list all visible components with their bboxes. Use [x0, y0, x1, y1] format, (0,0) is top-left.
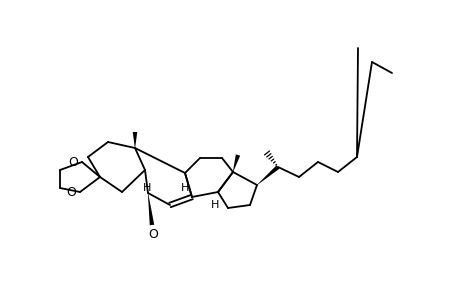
- Polygon shape: [232, 154, 240, 172]
- Text: H: H: [180, 183, 189, 193]
- Text: H: H: [210, 200, 218, 210]
- Polygon shape: [147, 193, 154, 225]
- Text: O: O: [68, 155, 78, 169]
- Polygon shape: [133, 132, 137, 148]
- Text: H: H: [142, 183, 151, 193]
- Text: O: O: [66, 185, 76, 199]
- Text: O: O: [148, 227, 157, 241]
- Polygon shape: [256, 165, 279, 185]
